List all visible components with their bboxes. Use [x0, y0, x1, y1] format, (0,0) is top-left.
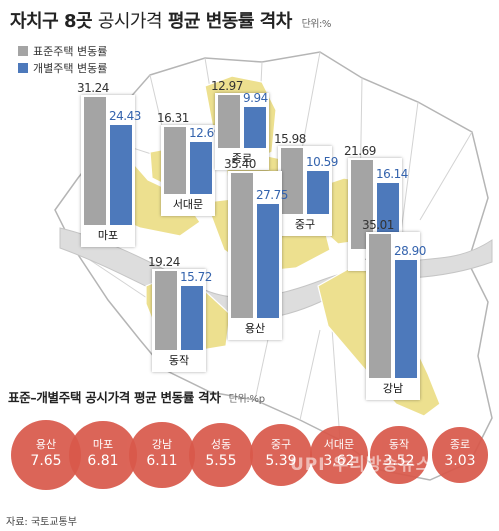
bar-standard-gangnam [369, 234, 391, 378]
bar-group-seodaemun: 서대문 [161, 125, 215, 216]
value-label-individual-seongdong: 16.14 [376, 166, 408, 181]
value-label-standard-mapo: 31.24 [77, 80, 109, 95]
bar-standard-seongdong [351, 160, 373, 249]
district-label-dongjak: 동작 [168, 353, 190, 367]
value-label-individual-jongno: 9.94 [243, 91, 268, 106]
bar-group-yongsan: 용산 [228, 170, 282, 340]
gap-section-unit: 단위:%p [228, 394, 265, 405]
bar-individual-junggu [307, 170, 329, 214]
bar-individual-jongno [244, 107, 266, 148]
value-label-standard-jongno: 12.97 [211, 78, 243, 93]
gap-bubble-seongdong: 성동 5.55 [189, 423, 253, 487]
gap-bubble-label: 서대문 [323, 437, 355, 451]
value-label-standard-gangnam: 35.01 [362, 218, 394, 233]
page-title: 자치구 8곳 공시가격 평균 변동률 격차 단위:% [10, 11, 332, 32]
bar-individual-yongsan [257, 204, 279, 318]
gap-bubble-label: 강남 [151, 437, 173, 451]
value-label-standard-yongsan: 35.40 [224, 156, 256, 171]
gap-bubble-dongjak: 동작 3.52 [370, 426, 428, 484]
gap-bubble-value: 5.39 [265, 452, 297, 469]
bar-individual-gangnam [395, 259, 417, 378]
gap-bubble-label: 종로 [449, 437, 471, 451]
bar-individual-seodaemun [190, 141, 212, 194]
gap-bubble-value: 3.52 [383, 452, 415, 469]
bar-individual-seongdong [377, 182, 399, 249]
legend-individual: 개별주택 변동률 [18, 59, 107, 76]
bar-group-jongno: 종로 [215, 92, 269, 170]
gap-bubble-value: 3.62 [323, 452, 355, 469]
district-label-seodaemun: 서대문 [172, 197, 204, 211]
district-label-mapo: 마포 [97, 228, 119, 242]
bar-standard-junggu [281, 148, 303, 214]
bar-individual-dongjak [181, 285, 203, 350]
legend-swatch-individual [18, 62, 28, 73]
value-label-standard-junggu: 15.98 [274, 132, 306, 147]
district-label-junggu: 중구 [294, 217, 316, 231]
legend-standard: 표준주택 변동률 [18, 42, 107, 59]
gap-bubble-value: 7.65 [30, 453, 62, 469]
bar-standard-jongno [218, 94, 240, 148]
bar-group-junggu: 중구 [278, 146, 332, 236]
district-label-jongno: 종로 [231, 151, 253, 165]
value-label-individual-mapo: 24.43 [109, 108, 141, 123]
value-label-standard-dongjak: 19.24 [148, 255, 180, 270]
legend-swatch-standard [18, 45, 28, 56]
gap-bubble-junggu: 중구 5.39 [249, 423, 313, 487]
gap-bubble-jongno: 종로 3.03 [432, 427, 488, 483]
bar-standard-yongsan [231, 172, 253, 318]
bar-group-dongjak: 동작 [152, 269, 206, 372]
gap-bubble-label: 동작 [388, 437, 410, 451]
gap-bubble-value: 5.55 [205, 452, 237, 469]
value-label-individual-yongsan: 27.75 [256, 188, 288, 203]
gap-bubble-value: 6.81 [87, 452, 119, 469]
district-label-yongsan: 용산 [244, 321, 266, 335]
gap-section-title: 표준–개별주택 공시가격 평균 변동률 격차 단위:%p [8, 390, 265, 405]
bar-standard-seodaemun [164, 127, 186, 194]
value-label-individual-dongjak: 15.72 [180, 269, 212, 284]
gap-bubble-label: 용산 [35, 438, 57, 451]
legend: 표준주택 변동률 개별주택 변동률 [18, 42, 107, 76]
gap-bubble-value: 6.11 [146, 452, 178, 469]
gap-bubble-gangnam: 강남 6.11 [129, 422, 195, 488]
value-label-individual-seodaemun: 12.69 [189, 125, 221, 140]
gap-bubble-label: 마포 [92, 437, 114, 451]
district-label-gangnam: 강남 [382, 381, 404, 395]
bar-standard-mapo [84, 96, 106, 225]
bar-group-gangnam: 강남 [366, 232, 420, 400]
bar-individual-mapo [110, 124, 132, 225]
value-label-individual-gangnam: 28.90 [394, 243, 426, 258]
bar-standard-dongjak [155, 271, 177, 350]
value-label-standard-seodaemun: 16.31 [157, 111, 189, 126]
gap-bubble-label: 성동 [210, 437, 232, 451]
watermark: UPI 우리방송뉴스 [290, 455, 433, 475]
gap-bubble-label: 중구 [270, 437, 292, 451]
gap-bubble-value: 3.03 [444, 452, 476, 469]
source-note: 자료: 국토교통부 [6, 517, 77, 528]
value-label-standard-seongdong: 21.69 [344, 144, 376, 159]
gap-bubble-seodaemun: 서대문 3.62 [310, 426, 368, 484]
value-label-individual-junggu: 10.59 [306, 154, 338, 169]
title-unit: 단위:% [301, 19, 332, 30]
bar-group-mapo: 마포 [81, 94, 135, 247]
gap-bubble-mapo: 마포 6.81 [69, 421, 137, 489]
